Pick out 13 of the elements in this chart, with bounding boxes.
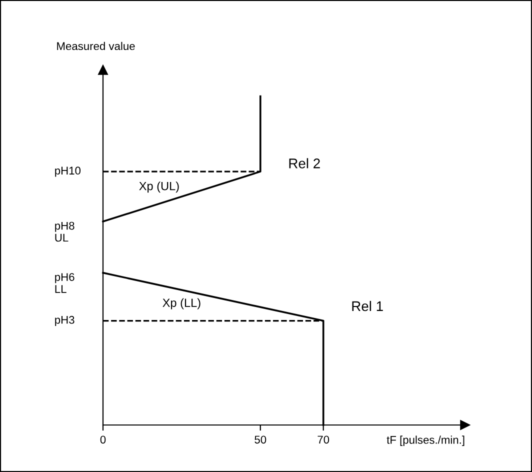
- x-tick-label: 50: [254, 436, 266, 444]
- annotation: Xp (UL): [139, 182, 179, 193]
- text: Rel 2: [289, 158, 320, 168]
- x-tick-label: 70: [318, 436, 330, 444]
- text: pH3: [55, 316, 74, 326]
- y-axis-title: Measured value: [57, 42, 135, 50]
- x-axis-title: tF [pulses./min.]: [386, 436, 464, 446]
- x-tick-label: 0: [100, 436, 106, 444]
- text: pH10: [55, 166, 81, 177]
- annotation: Xp (LL): [162, 298, 200, 310]
- text: pH6 LL: [55, 273, 74, 293]
- text: Rel 1: [352, 300, 383, 312]
- text: pH8 UL: [55, 222, 74, 242]
